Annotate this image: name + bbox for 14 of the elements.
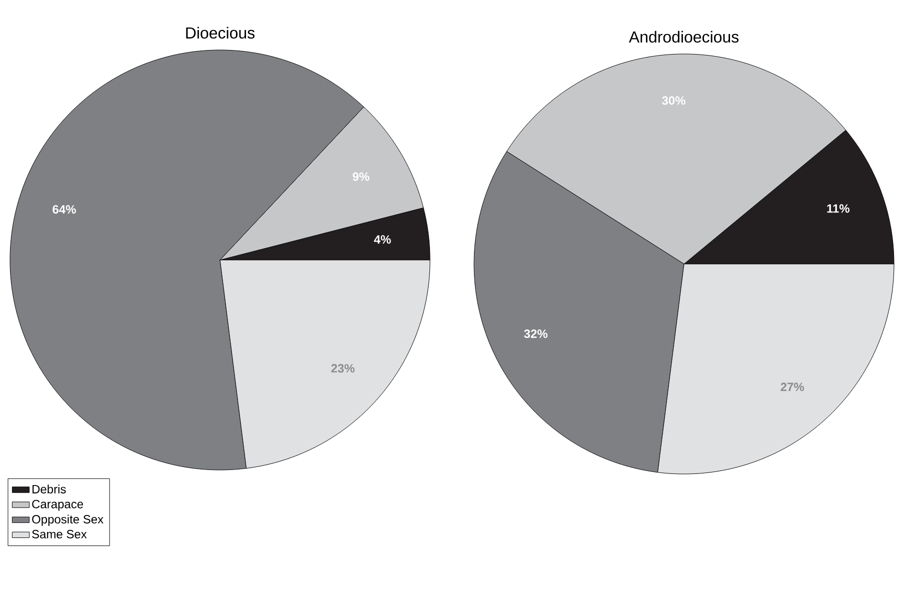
legend-label: Carapace	[32, 500, 84, 511]
chart-title: Dioecious	[186, 26, 255, 39]
data-label: 30%	[662, 96, 686, 105]
data-label: 32%	[524, 329, 548, 338]
data-label: 27%	[780, 382, 804, 392]
legend-label: Opposite Sex	[32, 514, 104, 526]
data-label: 9%	[352, 172, 370, 181]
data-label: 64%	[52, 205, 76, 214]
data-label: 23%	[331, 364, 355, 373]
legend-label: Same Sex	[32, 530, 87, 538]
legend-label: Debris	[32, 484, 66, 494]
data-label: 11%	[827, 204, 850, 213]
chart-title: Androdioecious	[628, 30, 739, 43]
data-label: 4%	[374, 235, 391, 244]
